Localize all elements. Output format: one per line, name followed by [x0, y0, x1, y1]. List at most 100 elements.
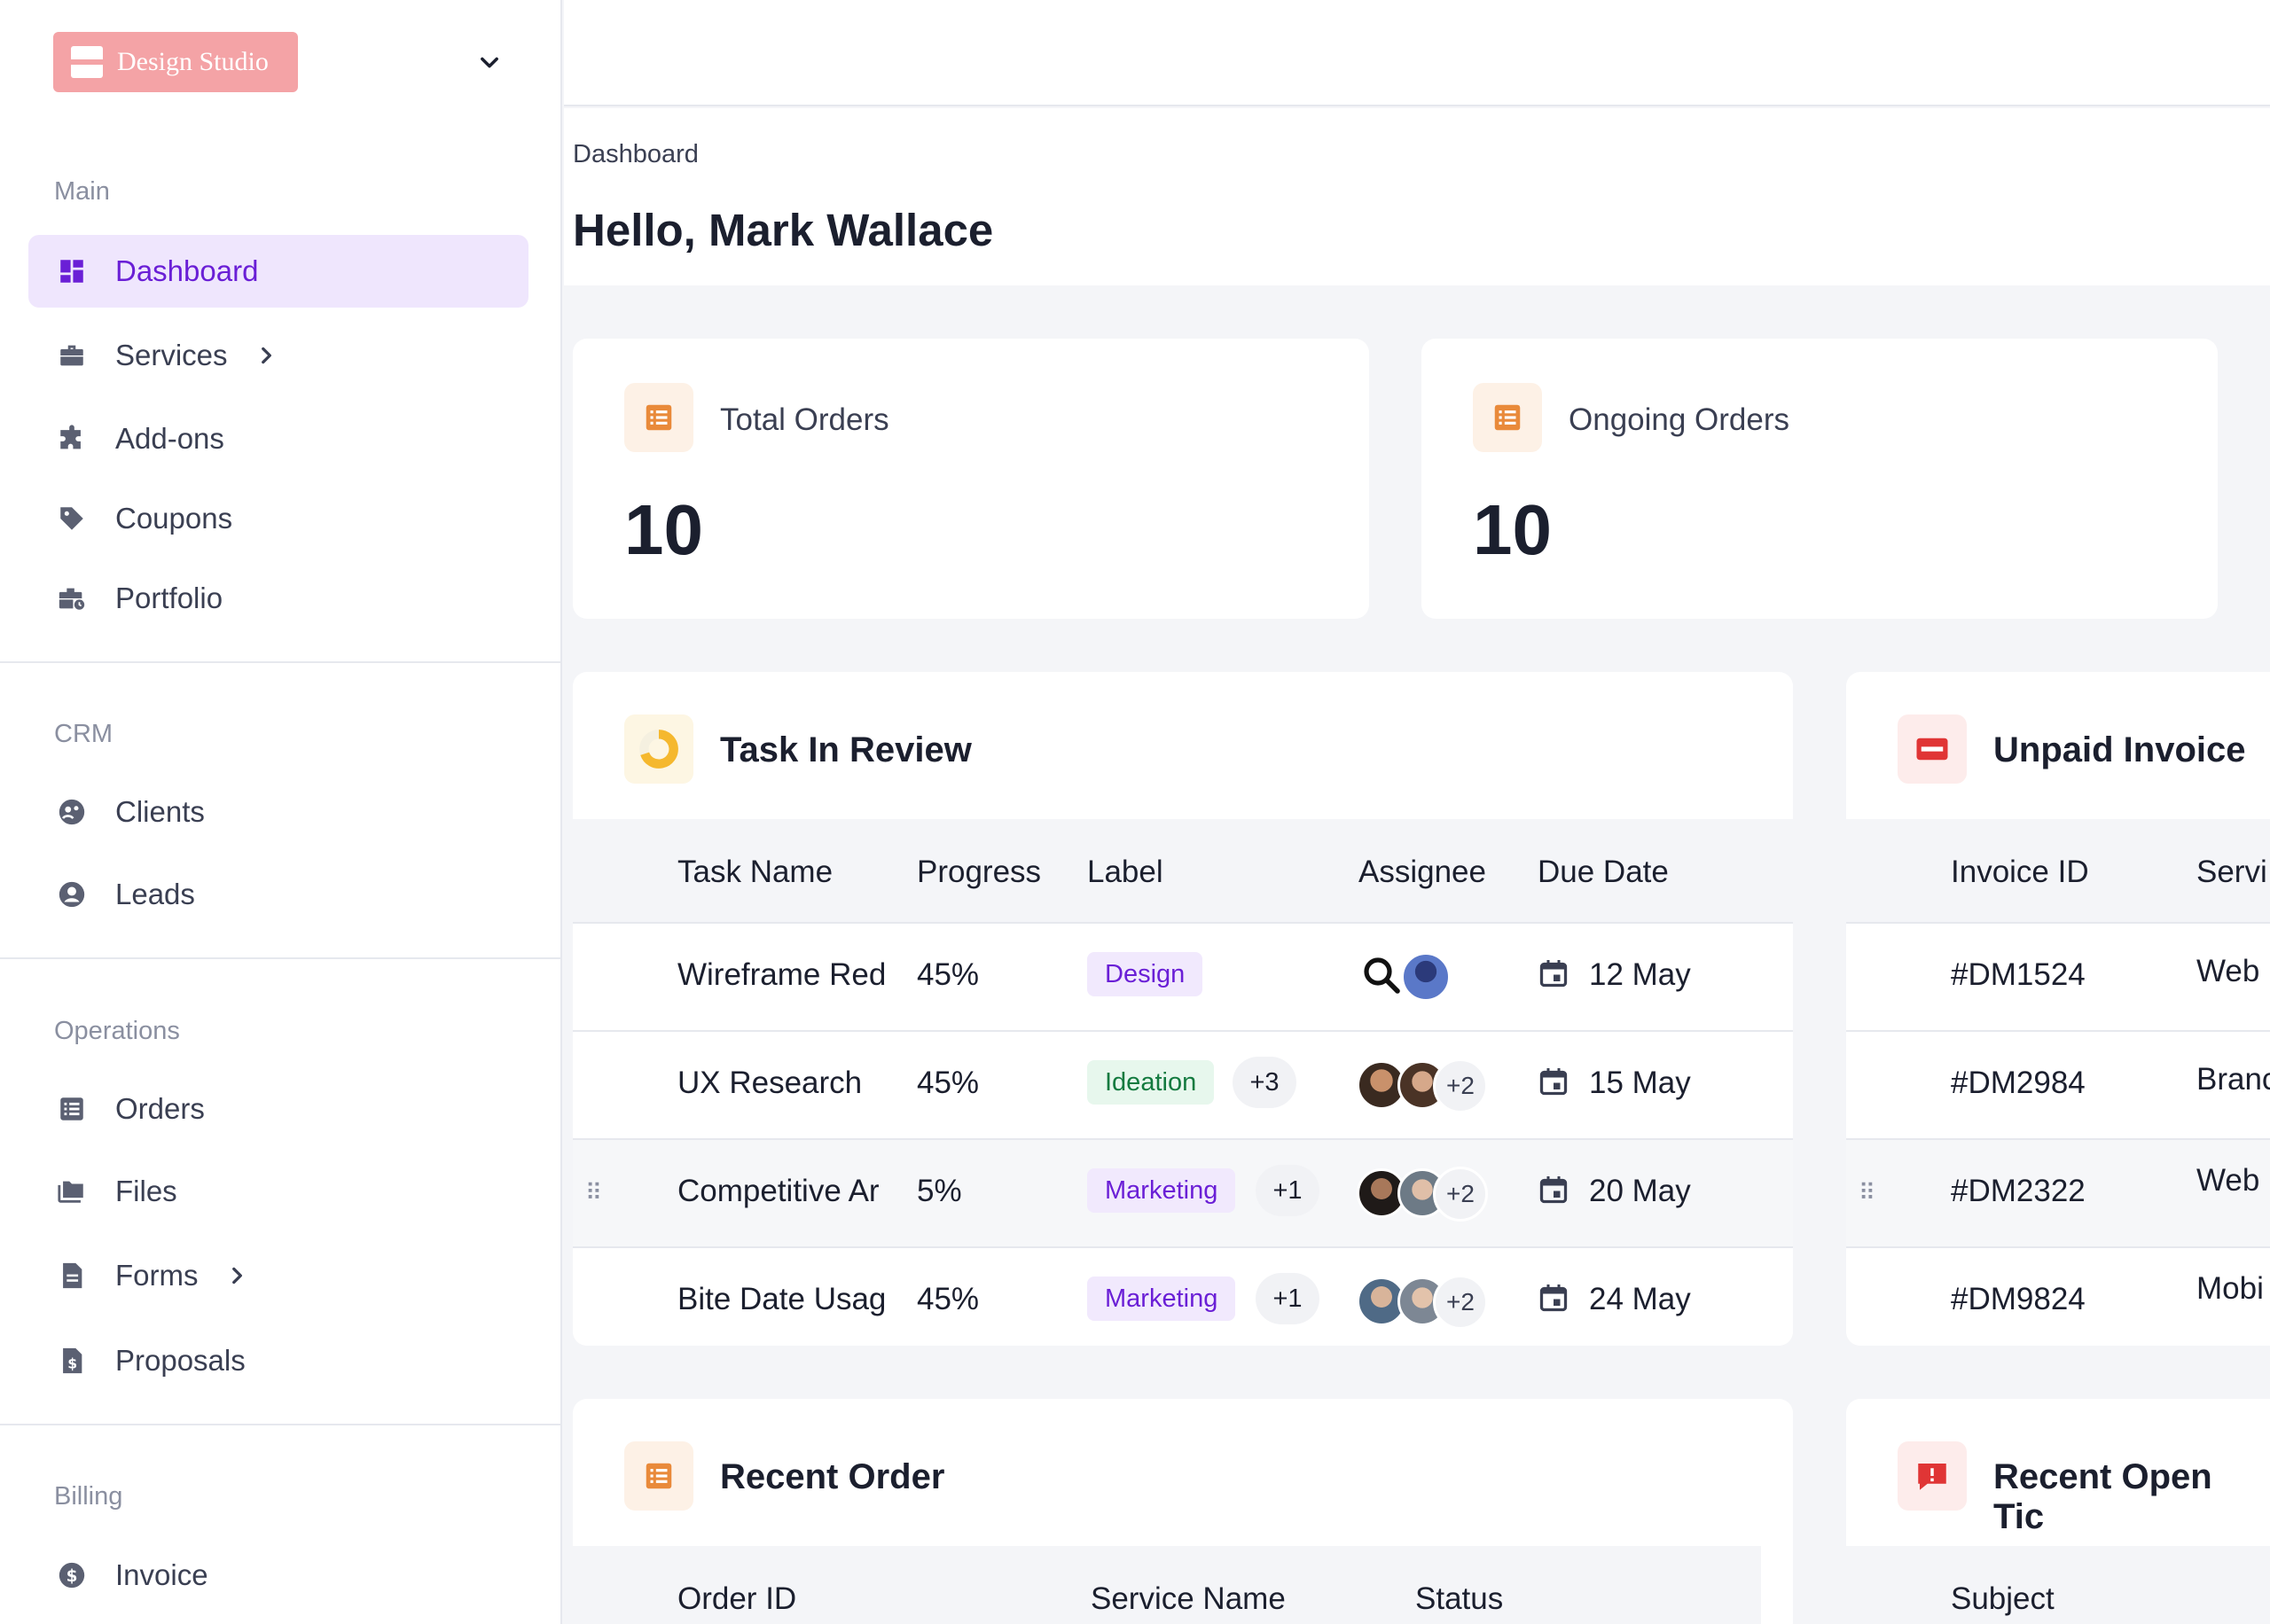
more-labels-count[interactable]: +1: [1256, 1273, 1319, 1324]
more-assignees-count[interactable]: +2: [1433, 1167, 1488, 1222]
column-header[interactable]: Invoice ID: [1951, 855, 2089, 889]
column-header[interactable]: Order ID: [677, 1581, 797, 1616]
sidebar-item-label: Leads: [115, 878, 195, 910]
chevron-right-icon: [254, 344, 278, 367]
table-row[interactable]: ⠿ #DM2322 Web: [1846, 1140, 2270, 1248]
workspace-logo[interactable]: Design Studio: [53, 32, 298, 92]
due-date: 20 May: [1589, 1174, 1691, 1208]
column-header[interactable]: Subject: [1951, 1581, 2055, 1616]
invoice-id: #DM2322: [1951, 1174, 2086, 1208]
unpaid-invoice-card: Unpaid Invoice Invoice ID Servi #DM1524 …: [1846, 672, 2270, 1346]
stat-card-total-orders: Total Orders 10: [573, 339, 1369, 619]
sidebar-item-addons[interactable]: Add-ons: [28, 402, 528, 475]
brand-row: Design Studio: [53, 32, 514, 94]
table-header: Order ID Service Name Status: [573, 1546, 1761, 1624]
recent-order-card: Recent Order Order ID Service Name Statu…: [573, 1399, 1793, 1624]
tag-icon: [55, 502, 89, 535]
card-title: Recent Order: [720, 1457, 945, 1496]
label-badge[interactable]: Design: [1087, 952, 1203, 996]
column-header[interactable]: Progress: [917, 855, 1042, 889]
dollar-circle-icon: $: [55, 1558, 89, 1592]
list-icon: [55, 1092, 89, 1126]
recent-tickets-card: Recent Open Tic Subject: [1846, 1399, 2270, 1624]
sidebar-item-label: Forms: [115, 1259, 199, 1292]
column-header[interactable]: Task Name: [677, 855, 834, 889]
orders-list-icon: [624, 383, 693, 452]
table-row[interactable]: #DM2984 Branc: [1846, 1032, 2270, 1140]
page-title: Hello, Mark Wallace: [573, 205, 994, 255]
top-bar: [564, 0, 2270, 106]
due-date: 24 May: [1589, 1282, 1691, 1316]
drag-handle-icon[interactable]: ⠿: [1859, 1179, 1876, 1206]
task-progress: 5%: [917, 1174, 962, 1208]
calendar-icon: [1539, 1068, 1568, 1096]
sidebar-item-leads[interactable]: Leads: [28, 858, 528, 931]
sidebar-item-invoice[interactable]: $ Invoice: [28, 1539, 528, 1612]
label-badge[interactable]: Marketing: [1087, 1168, 1236, 1213]
more-assignees-count[interactable]: +2: [1433, 1275, 1488, 1330]
column-header[interactable]: Due Date: [1538, 855, 1669, 889]
divider: [0, 661, 560, 663]
task-name: UX Research: [677, 1066, 863, 1100]
search-assignee-icon[interactable]: [1360, 954, 1403, 1001]
user-circle-icon: [55, 878, 89, 911]
table-row[interactable]: #DM1524 Web: [1846, 924, 2270, 1032]
workspace-switcher-button[interactable]: [466, 39, 513, 85]
invoice-service: Web: [2196, 954, 2260, 988]
brand-logo-icon: [71, 46, 103, 78]
avatar[interactable]: [1401, 952, 1451, 1002]
sidebar-item-forms[interactable]: Forms: [28, 1239, 528, 1312]
table-row[interactable]: UX Research 45% Ideation +3 +2 15 May: [573, 1032, 1793, 1140]
column-header[interactable]: Servi: [2196, 855, 2267, 889]
task-progress: 45%: [917, 1282, 980, 1316]
sidebar-item-label: Files: [115, 1175, 177, 1207]
stat-label: Ongoing Orders: [1569, 402, 1790, 437]
chevron-right-icon: [225, 1264, 248, 1287]
calendar-icon: [1539, 1176, 1568, 1204]
page-header: Dashboard Hello, Mark Wallace: [564, 108, 2270, 285]
table-row[interactable]: ⠿ Competitive Ar 5% Marketing +1 +2 20 M…: [573, 1140, 1793, 1248]
column-header[interactable]: Service Name: [1091, 1581, 1286, 1616]
sidebar-item-label: Invoice: [115, 1558, 208, 1591]
breadcrumb[interactable]: Dashboard: [573, 140, 699, 168]
sidebar-item-coupons[interactable]: Coupons: [28, 482, 528, 555]
sidebar-item-portfolio[interactable]: Portfolio: [28, 562, 528, 635]
globe-user-icon: [55, 795, 89, 829]
sidebar-item-dashboard[interactable]: Dashboard: [28, 235, 528, 308]
svg-text:$: $: [67, 1356, 77, 1372]
sidebar-item-orders[interactable]: Orders: [28, 1073, 528, 1145]
folder-icon: [55, 1175, 89, 1208]
column-header[interactable]: Assignee: [1358, 855, 1486, 889]
card-title: Unpaid Invoice: [1993, 730, 2246, 769]
orders-list-icon: [624, 1441, 693, 1511]
sidebar-item-files[interactable]: Files: [28, 1155, 528, 1228]
label-badge[interactable]: Marketing: [1087, 1277, 1236, 1321]
label-badge[interactable]: Ideation: [1087, 1060, 1215, 1105]
more-assignees-count[interactable]: +2: [1433, 1058, 1488, 1113]
task-progress: 45%: [917, 957, 980, 992]
column-header[interactable]: Label: [1087, 855, 1163, 889]
stat-value: 10: [1473, 490, 1552, 569]
table-row[interactable]: Wireframe Red 45% Design 12 May: [573, 924, 1793, 1032]
stat-label: Total Orders: [720, 402, 889, 437]
invoice-id: #DM9824: [1951, 1282, 2086, 1316]
dashboard-icon: [55, 254, 89, 288]
section-title-operations: Operations: [54, 1017, 180, 1045]
table-row[interactable]: #DM9824 Mobi: [1846, 1248, 2270, 1346]
table-header: Subject: [1846, 1546, 2270, 1624]
sidebar-item-label: Coupons: [115, 502, 233, 535]
invoice-service: Branc: [2196, 1062, 2270, 1097]
sidebar-item-services[interactable]: Services: [28, 319, 528, 392]
drag-handle-icon[interactable]: ⠿: [585, 1179, 603, 1206]
more-labels-count[interactable]: +3: [1233, 1057, 1296, 1108]
sidebar-item-proposals[interactable]: $ Proposals: [28, 1324, 528, 1397]
table-row[interactable]: Bite Date Usag 45% Marketing +1 +2 24 Ma…: [573, 1248, 1793, 1346]
sidebar-item-label: Proposals: [115, 1344, 246, 1377]
task-progress: 45%: [917, 1066, 980, 1100]
more-labels-count[interactable]: +1: [1256, 1165, 1319, 1216]
invoice-id: #DM1524: [1951, 957, 2086, 992]
sidebar-item-label: Services: [115, 339, 228, 371]
sidebar-item-clients[interactable]: Clients: [28, 776, 528, 848]
column-header[interactable]: Status: [1415, 1581, 1504, 1616]
sidebar-item-label: Portfolio: [115, 582, 223, 614]
